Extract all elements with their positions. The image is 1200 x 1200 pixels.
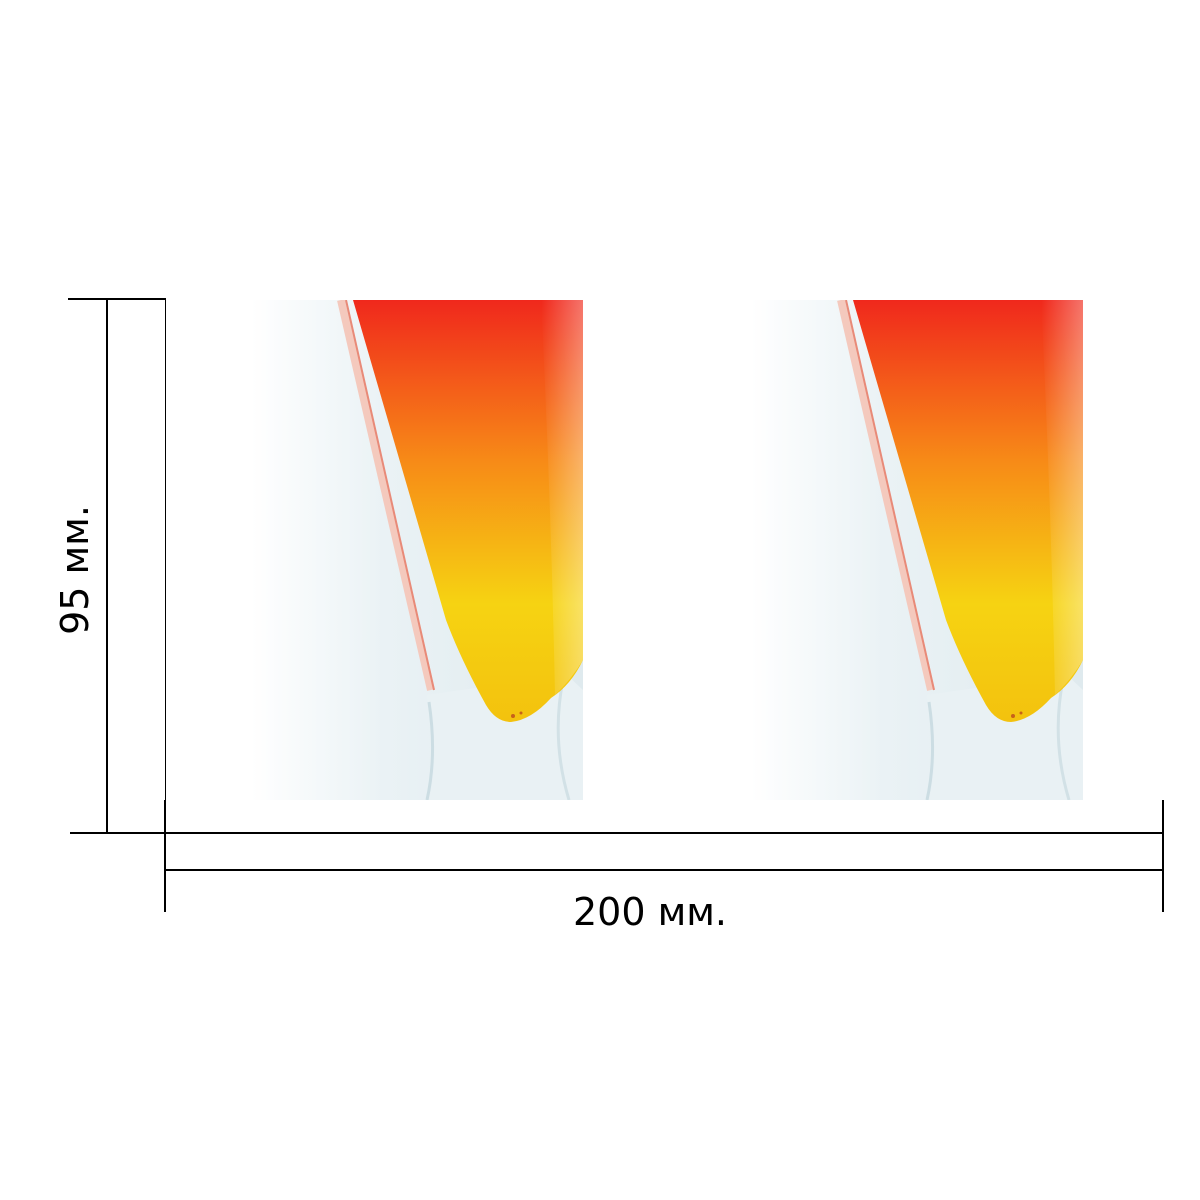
width-dimension-right-tick [1162, 800, 1164, 912]
lava-lamp-image [251, 300, 583, 800]
lava-lamp-panel-left [251, 300, 583, 800]
width-dimension-line-lower [164, 869, 1164, 871]
lava-lamp-image [751, 300, 1083, 800]
width-label: 200 мм. [572, 890, 728, 934]
lava-lamp-panel-right [751, 300, 1083, 800]
height-label: 95 мм. [53, 505, 97, 635]
height-dimension-line-inner [165, 298, 166, 834]
height-label-container: 95 мм. [49, 400, 101, 740]
width-dimension-left-tick [164, 800, 166, 912]
width-dimension-line-upper [164, 832, 1164, 834]
height-dimension-bottom-tick [70, 832, 166, 834]
height-dimension-line-outer [106, 298, 108, 834]
height-dimension-top-tick [68, 298, 166, 300]
